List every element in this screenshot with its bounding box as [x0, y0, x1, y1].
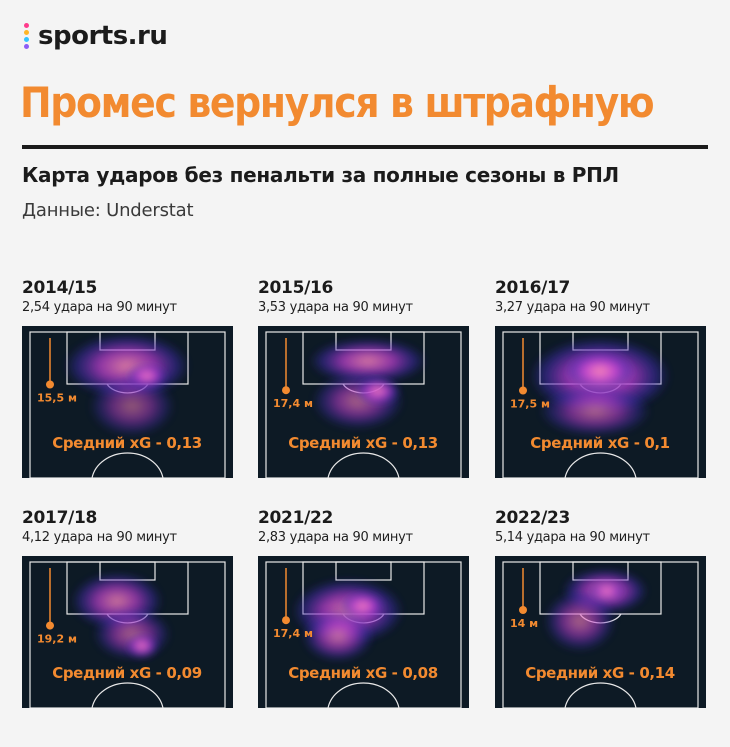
distance-dot	[46, 380, 54, 389]
data-source: Данные: Understat	[22, 200, 194, 221]
distance-label: 17,4 м	[273, 627, 313, 640]
distance-label: 14 м	[510, 617, 538, 630]
heat-blob	[310, 339, 426, 383]
average-xg-label: Средний xG - 0,1	[530, 434, 669, 452]
shot-heatmap: 17,5 м Средний xG - 0,1	[502, 331, 699, 478]
distance-label: 15,5 м	[37, 392, 77, 405]
heat-blob	[303, 611, 373, 661]
heat-blob	[545, 591, 615, 651]
title-divider	[22, 145, 708, 149]
shot-heatmap: 15,5 м Средний xG - 0,13	[29, 331, 226, 478]
season-panel: 2022/23 5,14 удара на 90 минут 14 м Средний…	[495, 508, 706, 708]
season-label: 2021/22	[258, 508, 334, 528]
average-xg-label: Средний xG - 0,13	[52, 434, 202, 452]
pitch-half: 14 м Средний xG - 0,14	[495, 556, 706, 708]
pitch-half: 17,4 м Средний xG - 0,08	[258, 556, 469, 708]
shot-heatmap: 17,4 м Средний xG - 0,13	[265, 331, 462, 478]
heat-blob	[589, 581, 625, 601]
season-panel: 2016/17 3,27 удара на 90 минут 17,5 м Средн…	[495, 278, 706, 478]
centre-circle	[327, 682, 400, 708]
distance-label: 17,5 м	[510, 398, 550, 411]
sports-ru-logo[interactable]: sports.ru	[22, 18, 168, 54]
heat-blob	[540, 386, 650, 436]
distance-dot	[519, 606, 527, 614]
shot-heatmap: 17,4 м Средний xG - 0,08	[265, 561, 462, 708]
shot-heatmap: 14 м Средний xG - 0,14	[502, 561, 699, 708]
season-panel: 2017/18 4,12 удара на 90 минут 19,2 м Средн…	[22, 508, 233, 708]
centre-circle	[564, 682, 637, 708]
season-panel: 2014/15 2,54 удара на 90 минут 15,5 м Средн…	[22, 278, 233, 478]
average-xg-label: Средний xG - 0,14	[525, 664, 675, 682]
pitch-half: 19,2 м Средний xG - 0,09	[22, 556, 233, 708]
season-label: 2017/18	[22, 508, 98, 528]
distance-dot	[282, 386, 290, 395]
logo-text: sports.ru	[38, 21, 168, 51]
goal-box	[335, 561, 392, 581]
page-subtitle: Карта ударов без пенальти за полные сезо…	[22, 163, 619, 187]
shots-per-90-label: 2,83 удара на 90 минут	[258, 530, 413, 545]
distance-label: 17,4 м	[273, 397, 313, 410]
heat-blob	[565, 351, 635, 391]
heat-blob	[356, 377, 400, 405]
pitch-half: 17,5 м Средний xG - 0,1	[495, 326, 706, 478]
average-xg-label: Средний xG - 0,13	[288, 434, 438, 452]
logo-dots-icon	[22, 20, 32, 52]
season-label: 2016/17	[495, 278, 571, 298]
distance-dot	[46, 621, 54, 630]
shots-per-90-label: 5,14 удара на 90 минут	[495, 530, 650, 545]
season-label: 2014/15	[22, 278, 98, 298]
season-label: 2015/16	[258, 278, 334, 298]
heat-blob	[341, 592, 385, 620]
centre-circle	[327, 452, 400, 478]
season-panel: 2021/22 2,83 удара на 90 минут 17,4 м Средн…	[258, 508, 469, 708]
heat-blob	[126, 634, 158, 658]
centre-circle	[564, 452, 637, 478]
shots-per-90-label: 3,27 удара на 90 минут	[495, 300, 650, 315]
heat-blob	[127, 364, 167, 388]
shots-per-90-label: 2,54 удара на 90 минут	[22, 300, 177, 315]
shots-per-90-label: 3,53 удара на 90 минут	[258, 300, 413, 315]
pitch-half: 15,5 м Средний xG - 0,13	[22, 326, 233, 478]
season-label: 2022/23	[495, 508, 571, 528]
centre-circle	[91, 452, 164, 478]
average-xg-label: Средний xG - 0,08	[288, 664, 438, 682]
centre-circle	[91, 682, 164, 708]
season-panel: 2015/16 3,53 удара на 90 минут 17,4 м Средн…	[258, 278, 469, 478]
distance-label: 19,2 м	[37, 633, 77, 646]
shot-heatmap: 19,2 м Средний xG - 0,09	[29, 561, 226, 708]
page-title: Промес вернулся в штрафную	[20, 78, 655, 127]
average-xg-label: Средний xG - 0,09	[52, 664, 202, 682]
distance-dot	[519, 386, 527, 395]
shots-per-90-label: 4,12 удара на 90 минут	[22, 530, 177, 545]
heat-blob	[90, 376, 174, 436]
pitch-half: 17,4 м Средний xG - 0,13	[258, 326, 469, 478]
distance-dot	[282, 616, 290, 625]
